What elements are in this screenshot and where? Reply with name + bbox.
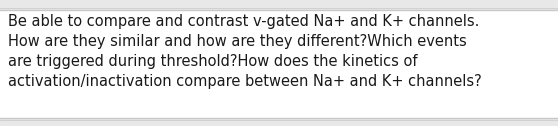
Bar — [0, 0, 558, 10]
Bar — [0, 10, 558, 118]
Bar — [0, 118, 558, 126]
Text: Be able to compare and contrast v-gated Na+ and K+ channels.
How are they simila: Be able to compare and contrast v-gated … — [8, 14, 482, 89]
